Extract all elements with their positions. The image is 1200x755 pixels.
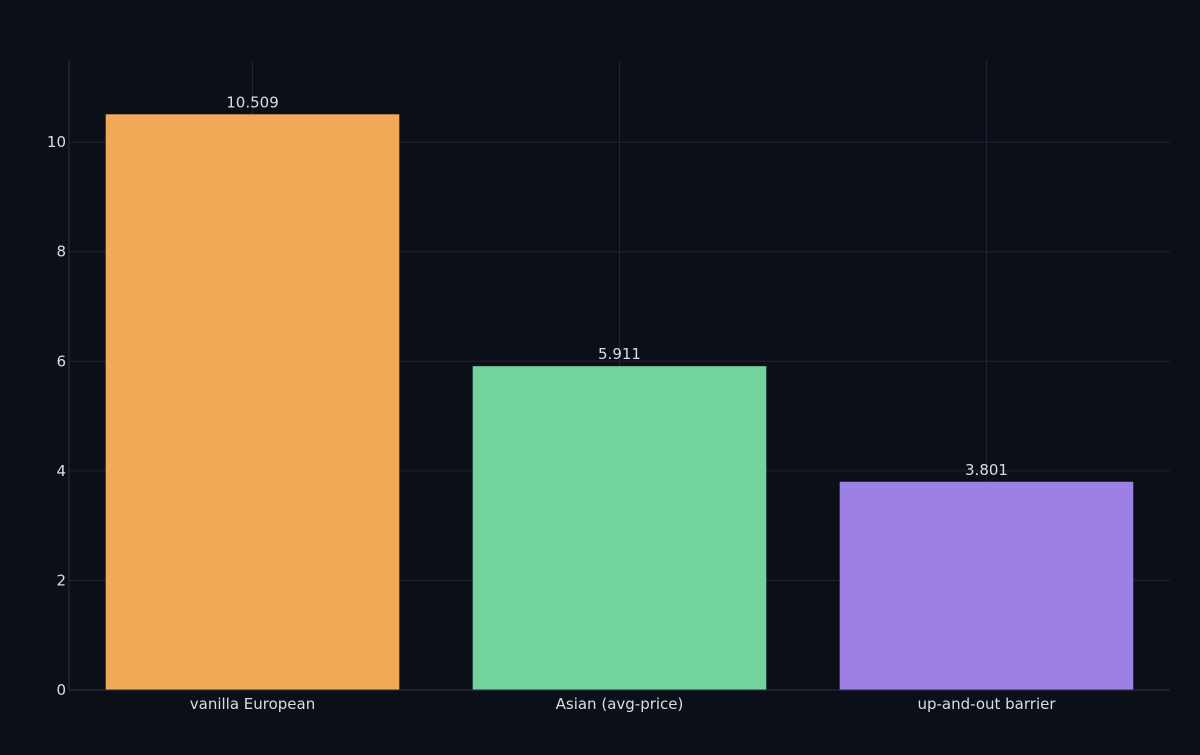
y-tick-label: 8 [56, 243, 66, 261]
y-tick-label: 4 [56, 462, 66, 480]
y-tick-label: 6 [56, 352, 66, 370]
x-tick-label: up-and-out barrier [917, 695, 1056, 713]
y-tick-label: 10 [47, 133, 66, 151]
labels-layer: 10.509 5.911 3.801 [226, 93, 1008, 478]
bar-value-label: 5.911 [598, 345, 641, 363]
bar-value-label: 10.509 [226, 93, 279, 111]
bar [839, 481, 1134, 690]
x-tick-label: vanilla European [190, 695, 316, 713]
bar-value-label: 3.801 [965, 461, 1008, 479]
y-tick-label: 0 [56, 681, 66, 699]
y-tick-label: 2 [56, 571, 66, 589]
bar [472, 366, 767, 690]
axis-layer: 0 2 4 6 8 10 vanilla European Asian (avg-price)… [47, 60, 1170, 713]
bars-layer [105, 114, 1134, 691]
x-tick-label: Asian (avg-price) [556, 695, 684, 713]
bar [105, 114, 400, 691]
